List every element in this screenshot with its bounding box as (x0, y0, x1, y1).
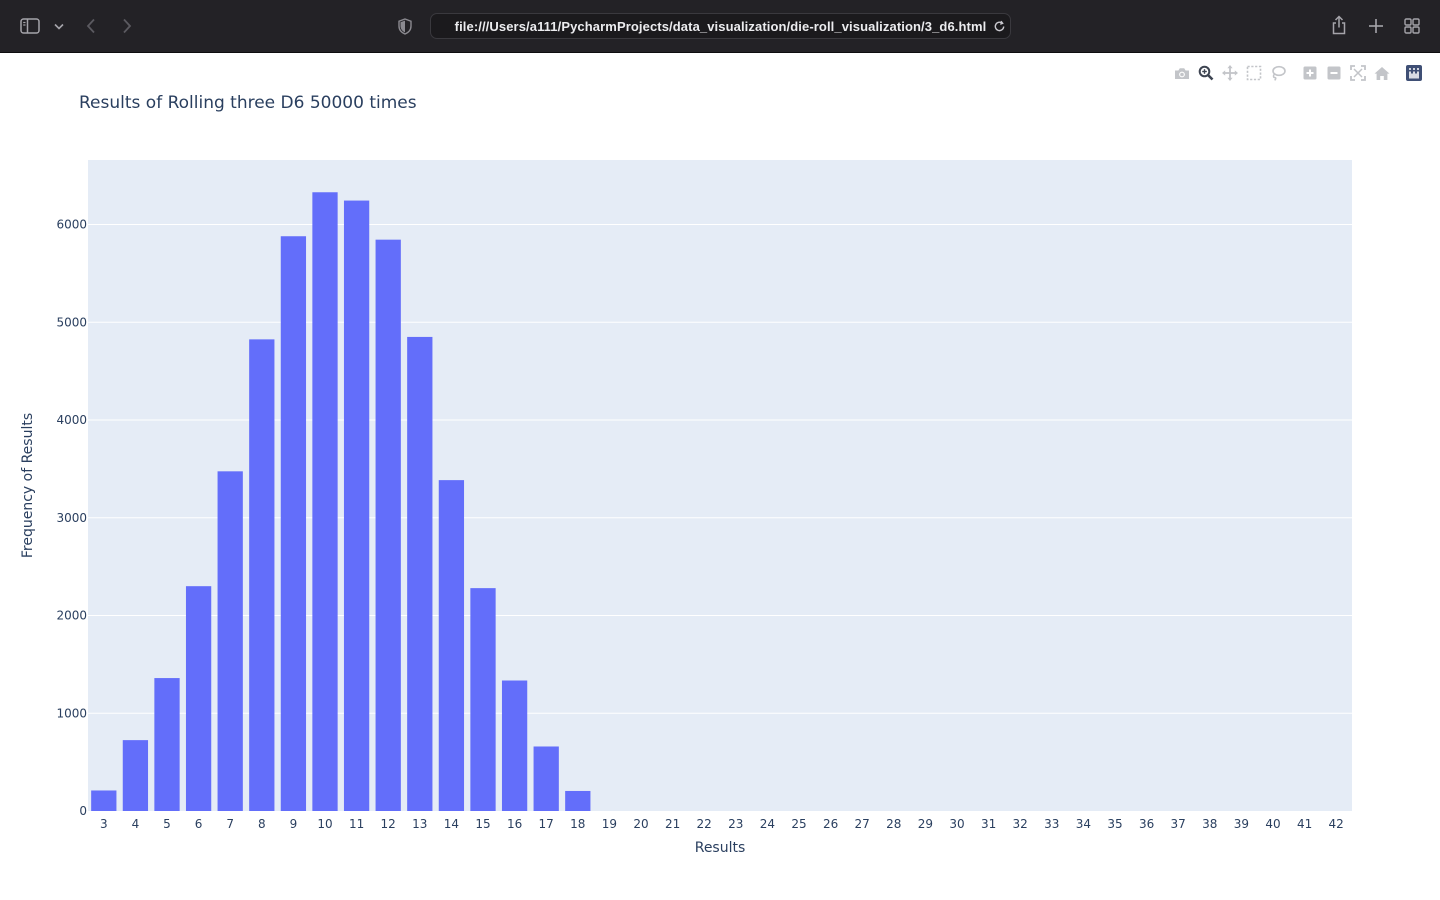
x-tick-label: 26 (823, 817, 838, 831)
bar[interactable] (375, 239, 401, 811)
x-tick-label: 16 (507, 817, 522, 831)
shield-icon[interactable] (396, 16, 414, 36)
x-tick-label: 38 (1202, 817, 1217, 831)
x-tick-labels: 3 4 5 6 7 8 9 10 11 12 13 14 15 16 17 18 19 20 21 22 23 24 25 2… (100, 817, 1344, 831)
y-tick-label: 2000 (56, 609, 87, 623)
page-content: Results of Rolling three D6 50000 times … (0, 53, 1440, 900)
bar[interactable] (217, 471, 243, 811)
sidebar-icon[interactable] (19, 16, 41, 36)
y-tick-label: 0 (79, 804, 87, 818)
y-tick-label: 3000 (56, 511, 87, 525)
x-tick-label: 18 (570, 817, 585, 831)
x-tick-label: 9 (290, 817, 298, 831)
tab-overview-icon[interactable] (1402, 16, 1422, 36)
x-tick-label: 41 (1297, 817, 1312, 831)
reload-icon[interactable] (991, 18, 1007, 34)
new-tab-icon[interactable] (1366, 16, 1386, 36)
y-tick-labels: 0 1000 2000 3000 4000 5000 6000 (56, 218, 87, 818)
y-axis-title: Frequency of Results (20, 413, 36, 558)
forward-icon[interactable] (118, 16, 136, 36)
x-tick-label: 32 (1013, 817, 1028, 831)
bar[interactable] (343, 200, 370, 812)
back-icon[interactable] (82, 16, 100, 36)
x-tick-label: 12 (381, 817, 396, 831)
x-tick-label: 17 (539, 817, 554, 831)
url-text: file:///Users/a111/PycharmProjects/data_… (454, 18, 987, 34)
y-tick-label: 4000 (56, 413, 87, 427)
x-tick-label: 13 (412, 817, 427, 831)
y-tick-label: 6000 (56, 218, 87, 232)
x-tick-label: 10 (317, 817, 332, 831)
bar[interactable] (312, 192, 338, 811)
bar[interactable] (407, 336, 433, 811)
x-tick-label: 19 (602, 817, 617, 831)
x-tick-label: 29 (918, 817, 933, 831)
camera-icon[interactable] (1170, 63, 1194, 83)
x-tick-label: 15 (475, 817, 490, 831)
zoom-in-icon[interactable] (1298, 63, 1322, 83)
x-tick-label: 20 (633, 817, 648, 831)
bar[interactable] (533, 746, 559, 811)
x-tick-label: 24 (760, 817, 775, 831)
y-tick-label: 5000 (56, 315, 87, 329)
x-tick-label: 30 (949, 817, 964, 831)
x-tick-label: 42 (1329, 817, 1344, 831)
pan-icon[interactable] (1218, 63, 1242, 83)
chart-title: Results of Rolling three D6 50000 times (79, 93, 417, 113)
x-tick-label: 23 (728, 817, 743, 831)
chevron-down-icon[interactable] (52, 19, 66, 33)
x-tick-label: 14 (444, 817, 459, 831)
x-tick-label: 22 (697, 817, 712, 831)
x-tick-label: 6 (195, 817, 203, 831)
bar[interactable] (280, 236, 307, 812)
plotly-modebar (1170, 63, 1426, 83)
browser-toolbar: file:///Users/a111/PycharmProjects/data_… (0, 0, 1440, 53)
bars (91, 192, 591, 812)
x-tick-label: 11 (349, 817, 364, 831)
zoom-out-icon[interactable] (1322, 63, 1346, 83)
box-select-icon[interactable] (1242, 63, 1266, 83)
share-icon[interactable] (1329, 14, 1349, 36)
plotly-logo-icon[interactable] (1402, 63, 1426, 83)
x-tick-label: 21 (665, 817, 680, 831)
x-tick-label: 7 (226, 817, 234, 831)
x-axis-title: Results (695, 840, 746, 856)
bar[interactable] (91, 790, 117, 811)
bar[interactable] (154, 678, 180, 811)
autoscale-icon[interactable] (1346, 63, 1370, 83)
x-tick-label: 39 (1234, 817, 1249, 831)
bar[interactable] (185, 586, 212, 811)
x-tick-label: 3 (100, 817, 108, 831)
x-tick-label: 35 (1107, 817, 1122, 831)
x-tick-label: 40 (1265, 817, 1280, 831)
bar[interactable] (122, 740, 149, 811)
bar[interactable] (249, 339, 275, 811)
address-bar[interactable]: file:///Users/a111/PycharmProjects/data_… (430, 13, 1011, 39)
x-tick-label: 28 (886, 817, 901, 831)
reset-axes-icon[interactable] (1370, 63, 1394, 83)
x-tick-label: 33 (1044, 817, 1059, 831)
x-tick-label: 25 (791, 817, 806, 831)
x-tick-label: 37 (1171, 817, 1186, 831)
x-tick-label: 34 (1076, 817, 1091, 831)
zoom-icon[interactable] (1194, 63, 1218, 83)
x-tick-label: 4 (132, 817, 140, 831)
x-tick-label: 27 (855, 817, 870, 831)
x-tick-label: 36 (1139, 817, 1154, 831)
lasso-select-icon[interactable] (1266, 63, 1290, 83)
x-tick-label: 5 (163, 817, 171, 831)
x-tick-label: 8 (258, 817, 266, 831)
bar[interactable] (438, 480, 465, 811)
bar[interactable] (470, 588, 496, 811)
bar[interactable] (501, 680, 528, 811)
bar[interactable] (565, 790, 591, 811)
y-tick-label: 1000 (56, 706, 87, 720)
x-tick-label: 31 (981, 817, 996, 831)
